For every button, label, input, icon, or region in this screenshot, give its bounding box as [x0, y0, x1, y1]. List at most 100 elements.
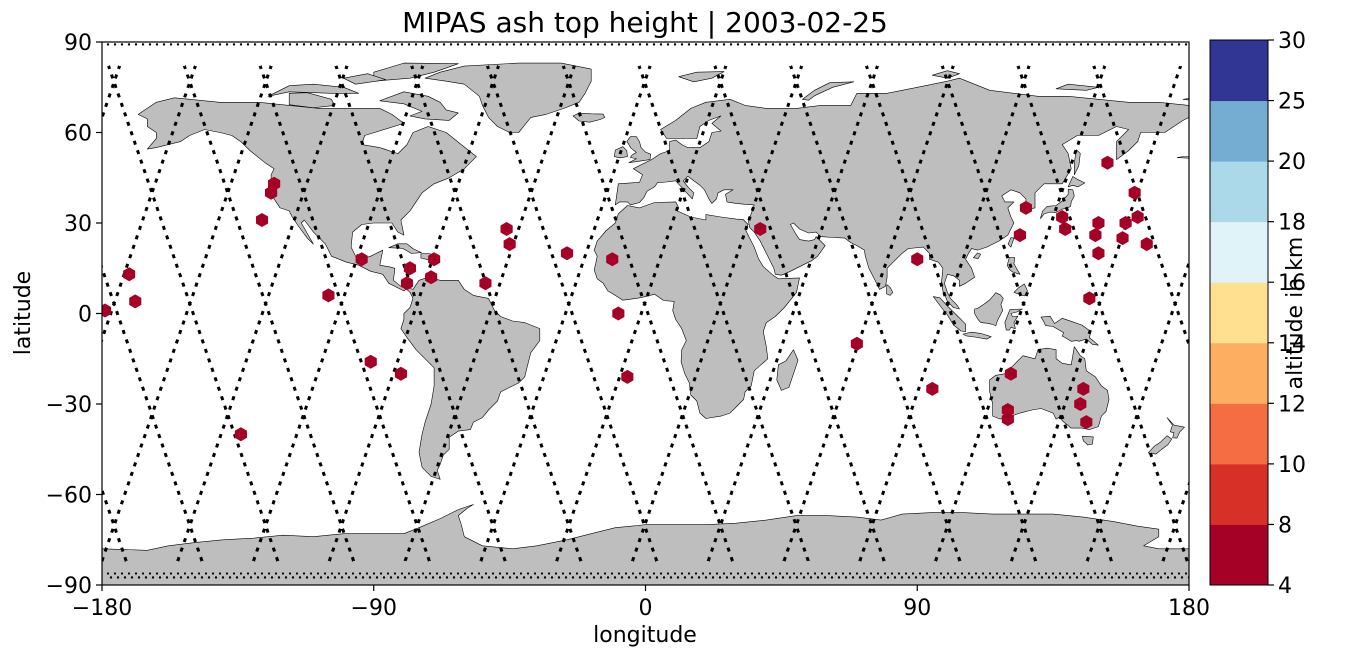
orbit-track-point [750, 43, 754, 46]
orbit-track-point [1163, 43, 1167, 46]
orbit-track-point [337, 572, 341, 575]
orbit-track-point [1121, 572, 1125, 575]
orbit-track-point [617, 572, 621, 575]
orbit-track-point [711, 576, 715, 579]
orbit-track-point [928, 576, 932, 579]
orbit-track-point [1026, 576, 1030, 579]
orbit-track [706, 65, 879, 562]
orbit-track-point [750, 572, 754, 575]
ash-detection-marker [612, 306, 625, 321]
orbit-track-point [1086, 572, 1090, 575]
orbit-track-point [547, 43, 551, 46]
orbit-track-point [823, 576, 827, 579]
colorbar-tick-label: 30 [1278, 29, 1306, 54]
orbit-track-point [865, 576, 869, 579]
orbit-track-point [113, 572, 117, 575]
orbit-track-point [883, 43, 887, 46]
land-baffin [379, 91, 459, 121]
orbit-track-point [1103, 576, 1107, 579]
ash-detection-marker [850, 336, 863, 351]
orbit-track-point [1170, 43, 1174, 46]
orbit-track-point [1166, 576, 1170, 579]
ash-detection-marker [400, 276, 413, 291]
ash-detection-marker [1131, 210, 1144, 224]
orbit-track-point [179, 576, 183, 579]
orbit-track-point [1016, 572, 1020, 575]
y-axis-label: latitude [11, 271, 36, 355]
orbit-track-point [561, 572, 565, 575]
orbit-track-point [1156, 572, 1160, 575]
orbit-track-point [1145, 576, 1149, 579]
orbit-track-point [578, 576, 582, 579]
orbit-track-point [904, 572, 908, 575]
orbit-track-point [571, 576, 575, 579]
orbit-track-point [606, 576, 610, 579]
orbit-track-point [428, 43, 432, 46]
orbit-track-point [620, 576, 624, 579]
land-sakhalin [1074, 149, 1081, 175]
ash-detection-marker [1101, 155, 1114, 170]
orbit-track-point [417, 576, 421, 579]
orbit-track-point [974, 43, 978, 46]
orbit-track-point [858, 576, 862, 579]
orbit-track-point [288, 572, 292, 575]
orbit-track-point [123, 576, 127, 579]
orbit-track-point [1135, 43, 1139, 46]
orbit-track-point [435, 572, 439, 575]
orbit-track-point [799, 572, 803, 575]
orbit-track-point [295, 43, 299, 46]
orbit-track-point [1058, 572, 1062, 575]
orbit-track-point [1138, 576, 1142, 579]
orbit-track-point [669, 576, 673, 579]
colorbar: 4 8 10 12 14 16 18 20 25 30 [1209, 29, 1306, 599]
orbit-track-point [1121, 43, 1125, 46]
orbit-track-point [687, 572, 691, 575]
orbit-track-point [361, 576, 365, 579]
orbit-track-point [274, 572, 278, 575]
orbit-track-point [414, 572, 418, 575]
orbit-track-point [879, 576, 883, 579]
orbit-track [102, 263, 204, 562]
orbit-track-point [424, 576, 428, 579]
orbit-track-point [596, 43, 600, 46]
orbit-track-point [456, 572, 460, 575]
ash-detection-marker [1001, 403, 1014, 417]
orbit-track-point [312, 576, 316, 579]
orbit-track-point [589, 43, 593, 46]
orbit-track-point [319, 576, 323, 579]
orbit-track-point [1065, 572, 1069, 575]
orbit-track-point [708, 43, 712, 46]
orbit-track [1092, 65, 1189, 350]
orbit-track-point [697, 576, 701, 579]
orbit-track-point [169, 43, 173, 46]
orbit-track-point [704, 576, 708, 579]
land-japan-honshu [1040, 188, 1075, 219]
orbit-track-point [428, 572, 432, 575]
orbit-track-point [1149, 43, 1153, 46]
orbit-track-point [753, 576, 757, 579]
orbit-track-point [792, 43, 796, 46]
orbit-track-point [288, 43, 292, 46]
colorbar-bin [1210, 100, 1268, 162]
orbit-track-point [1170, 572, 1174, 575]
orbit-track-point [1002, 572, 1006, 575]
orbit-track-point [557, 576, 561, 579]
orbit-track-point [652, 572, 656, 575]
ash-detection-marker [1059, 222, 1072, 236]
orbit-track-point [386, 572, 390, 575]
orbit-track-point [354, 576, 358, 579]
orbit-track-point [442, 572, 446, 575]
orbit-track-point [1072, 43, 1076, 46]
x-axis-label: longitude [593, 623, 697, 648]
orbit-track-point [298, 576, 302, 579]
orbit-track-point [449, 572, 453, 575]
orbit-track-point [470, 572, 474, 575]
orbit-track [782, 65, 955, 562]
orbit-track-point [967, 572, 971, 575]
orbit-track-point [162, 572, 166, 575]
orbit-track-point [771, 572, 775, 575]
orbit-track-point [1128, 572, 1132, 575]
orbit-track-point [438, 576, 442, 579]
orbit-track-point [1047, 576, 1051, 579]
y-tick-label: −90 [46, 574, 92, 599]
